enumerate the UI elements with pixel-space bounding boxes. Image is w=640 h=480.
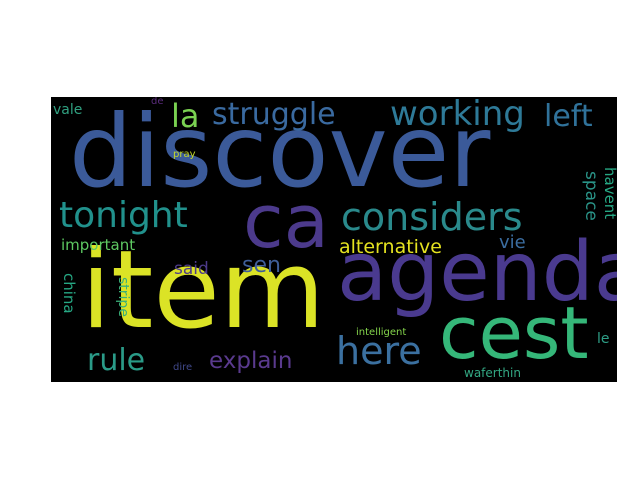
word-havent: havent xyxy=(601,167,617,220)
word-rule: rule xyxy=(87,343,146,378)
word-here: here xyxy=(336,329,422,373)
word-waferthin: waferthin xyxy=(464,366,521,380)
word-sen: sen xyxy=(242,253,281,278)
word-working: working xyxy=(390,97,525,134)
word-struggle: struggle xyxy=(212,97,336,132)
word-stripe: stripe xyxy=(115,277,131,317)
word-item: item xyxy=(81,228,326,353)
word-tonight: tonight xyxy=(59,195,188,236)
word-cest: cest xyxy=(439,291,589,375)
word-important: important xyxy=(61,236,136,254)
word-alternative: alternative xyxy=(339,236,442,258)
word-ca: ca xyxy=(243,179,330,265)
word-said: said xyxy=(174,259,209,279)
word-cloud: discover item agenda ca cest considers t… xyxy=(51,97,617,382)
word-agenda: agenda xyxy=(337,225,617,320)
word-discover: discover xyxy=(69,97,491,210)
word-china: china xyxy=(60,273,78,314)
word-le: le xyxy=(597,331,610,347)
word-considers: considers xyxy=(341,195,523,239)
word-dire: dire xyxy=(173,362,193,373)
word-left: left xyxy=(544,99,593,134)
word-pray: pray xyxy=(173,149,196,160)
word-vale: vale xyxy=(53,102,83,118)
word-intelligent: intelligent xyxy=(356,327,407,338)
word-la: la xyxy=(171,97,200,135)
word-explain: explain xyxy=(209,348,293,374)
word-de: de xyxy=(151,97,164,107)
word-space: space xyxy=(581,171,601,221)
word-vie: vie xyxy=(499,232,526,253)
